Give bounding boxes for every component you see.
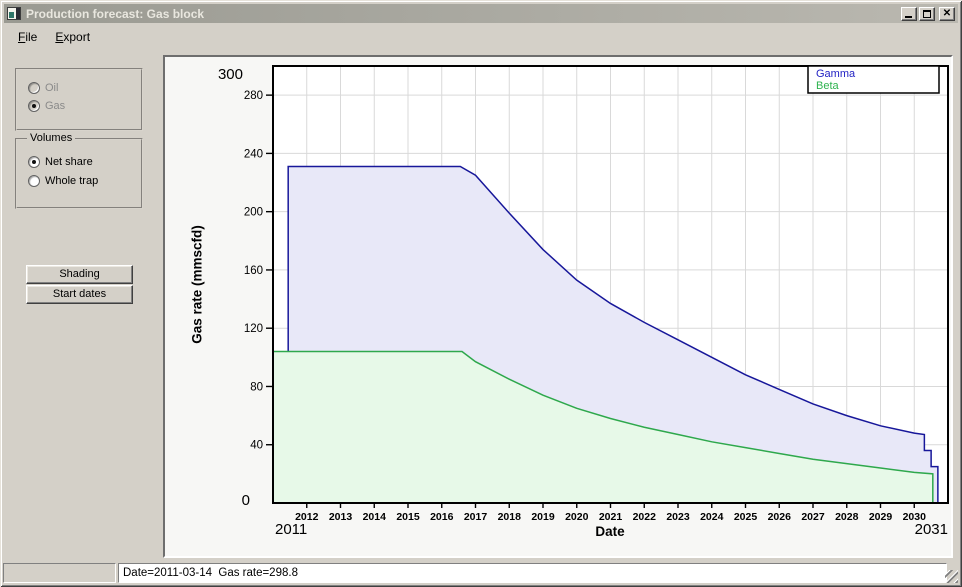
status-message: Date=2011-03-14 Gas rate=298.8 [118, 563, 947, 583]
x-tick-label: 2026 [768, 511, 792, 523]
y-tick-label: 40 [250, 440, 263, 452]
y-axis-max-label: 300 [217, 66, 243, 83]
radio-whole-trap-label: Whole trap [45, 174, 99, 187]
minimize-icon[interactable] [901, 6, 917, 21]
forecast-chart[interactable]: 40 80 120 160 200 240 280 2012 2013 2014 2015 2016 2… [165, 57, 951, 556]
menu-bar: File Export [4, 27, 958, 47]
y-tick-label: 160 [244, 265, 263, 277]
resize-grip[interactable] [945, 570, 958, 583]
x-tick-label: 2014 [363, 511, 387, 523]
y-tick-label: 120 [244, 323, 263, 335]
close-icon[interactable]: ✕ [939, 6, 955, 21]
x-tick-label: 2020 [565, 511, 589, 523]
legend-box [807, 65, 940, 94]
radio-net-share-circle[interactable] [28, 155, 40, 168]
x-tick-label: 2029 [869, 511, 893, 523]
x-tick-label: 2019 [531, 511, 555, 523]
y-tick-label: 200 [244, 207, 263, 219]
x-tick-label: 2017 [464, 511, 488, 523]
x-tick-label: 2013 [329, 511, 353, 523]
x-tick-label: 2028 [835, 511, 859, 523]
series-line-beta [273, 350, 934, 503]
shading-button[interactable]: Shading [26, 265, 133, 284]
x-axis-min-label: 2011 [275, 521, 308, 538]
radio-whole-trap[interactable]: Whole trap [28, 174, 98, 187]
status-panel-left [3, 563, 116, 583]
title-bar: Production forecast: Gas block ✕ [4, 4, 958, 23]
legend-entry-beta: Beta [816, 80, 840, 92]
x-tick-label: 2025 [734, 511, 758, 523]
menu-item-export[interactable]: Export [55, 30, 91, 44]
x-tick-label: 2021 [599, 511, 623, 523]
x-tick-label: 2027 [801, 511, 825, 523]
radio-oil-circle [28, 81, 40, 94]
y-axis-min-label: 0 [241, 492, 250, 509]
app-icon [7, 7, 21, 20]
x-tick-label: 2015 [396, 511, 420, 523]
radio-oil: Oil [28, 81, 58, 94]
menu-item-file[interactable]: File [18, 30, 38, 44]
chart-panel: 40 80 120 160 200 240 280 2012 2013 2014 2015 2016 2… [163, 55, 953, 558]
x-tick-label: 2018 [498, 511, 522, 523]
y-tick-label: 280 [244, 90, 263, 102]
radio-gas-circle [28, 99, 40, 112]
volumes-groupbox: Volumes [15, 132, 143, 209]
radio-net-share[interactable]: Net share [28, 155, 93, 168]
series-line-gamma [287, 165, 939, 503]
y-axis-title: Gas rate (mmscfd) [189, 225, 205, 344]
y-tick-label: 240 [244, 148, 263, 160]
series-fill-beta [273, 351, 933, 503]
x-tick-label: 2012 [295, 511, 319, 523]
start-dates-button[interactable]: Start dates [26, 285, 133, 304]
radio-oil-label: Oil [45, 81, 59, 94]
y-tick-label: 80 [250, 381, 263, 393]
window-title: Production forecast: Gas block [26, 6, 205, 21]
x-axis-max-label: 2031 [914, 521, 948, 538]
radio-whole-trap-circle[interactable] [28, 174, 40, 187]
x-tick-label: 2023 [666, 511, 690, 523]
volumes-groupbox-title: Volumes [27, 132, 76, 144]
maximize-icon[interactable] [919, 6, 935, 21]
radio-gas-label: Gas [45, 99, 66, 112]
x-tick-label: 2022 [633, 511, 657, 523]
x-tick-label: 2016 [430, 511, 454, 523]
legend-entry-gamma: Gamma [816, 68, 856, 80]
radio-net-share-label: Net share [45, 155, 93, 168]
x-tick-label: 2030 [903, 511, 927, 523]
x-axis-title: Date [595, 524, 625, 539]
x-tick-label: 2024 [700, 511, 724, 523]
phase-groupbox [15, 68, 143, 131]
radio-gas: Gas [28, 99, 65, 112]
